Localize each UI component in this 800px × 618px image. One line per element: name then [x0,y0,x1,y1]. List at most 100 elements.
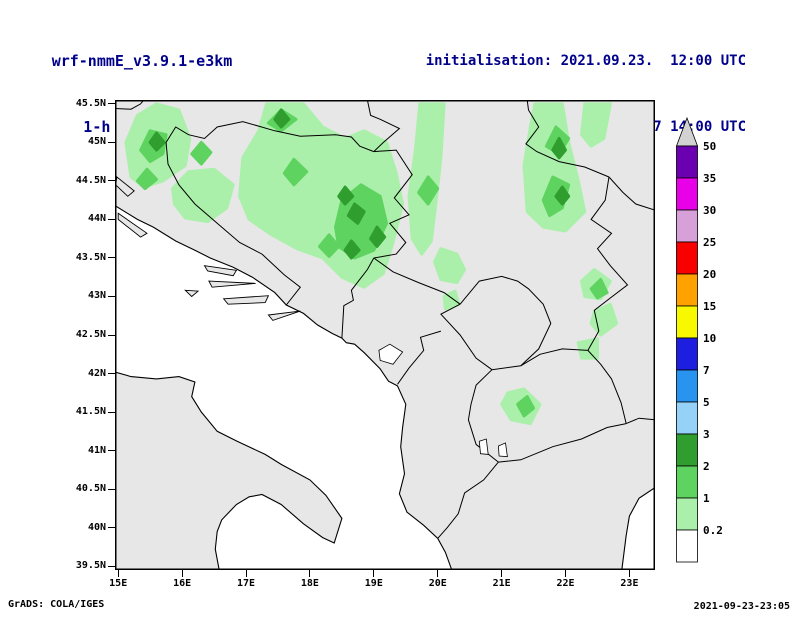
colorbar-label: 15 [703,300,716,313]
colorbar-over-triangle [675,116,699,147]
colorbar-cell [676,305,698,339]
colorbar-label: 50 [703,140,716,153]
colorbar-label: 1 [703,492,710,505]
precip-light-area [433,247,467,285]
country-border [440,275,552,371]
lat-tick-mark [108,257,115,259]
init-time-label: initialisation: 2021.09.23. 12:00 UTC [425,53,746,69]
country-border [525,100,610,178]
country-border [520,348,588,367]
lon-tick-label: 20E [428,578,447,589]
island [222,295,270,305]
country-border [498,423,627,463]
precip-dark-area [369,225,387,248]
country-border [165,121,374,306]
lat-tick-mark [108,527,115,529]
colorbar-label: 35 [703,172,716,185]
lat-tick-label: 42.5N [75,329,106,340]
sea-area [115,205,452,570]
lat-tick-label: 44.5N [75,174,106,186]
lon-tick-label: 18E [300,578,319,589]
map-canvas [115,100,655,570]
lat-tick-mark [108,334,115,336]
colorbar-cell [676,273,698,307]
lake [478,438,489,455]
lat-tick-mark [108,411,115,413]
sea-area [621,487,655,570]
lat-tick-label: 41N [87,444,106,456]
lon-tick-mark [501,570,503,577]
lat-tick-label: 43.5N [75,251,106,263]
island [203,265,238,277]
colorbar-label: 25 [703,236,716,249]
country-border [366,100,401,152]
lat-tick-label: 42N [87,367,106,379]
lon-tick-label: 16E [173,578,192,589]
lon-tick-label: 22E [556,578,575,589]
precip-dark-area [148,131,166,152]
country-border [373,149,413,259]
precip-dark-area [343,239,361,260]
colorbar-cell [676,401,698,435]
country-border [115,100,145,110]
lon-tick-mark [309,570,311,577]
precip-dark-area [337,185,355,206]
grads-credit: GrADS: COLA/IGES [8,599,105,610]
map-frame-border [115,100,655,570]
lake [378,343,404,365]
country-border [341,257,375,339]
coastline [621,487,655,570]
country-border [373,257,461,305]
precip-light-area [576,337,599,360]
lon-tick-mark [181,570,183,577]
colorbar-label: 10 [703,332,716,345]
lon-tick-label: 23E [620,578,639,589]
colorbar-cell [676,145,698,179]
precip-dark-area [346,202,366,225]
lon-tick-mark [373,570,375,577]
lon-tick-label: 21E [492,578,511,589]
lon-tick-label: 19E [364,578,383,589]
lat-tick-mark [108,141,115,143]
lat-tick-label: 40.5N [75,483,106,495]
lon-tick-mark [628,570,630,577]
precip-medium-area [318,233,341,258]
precip-medium-area [282,157,309,187]
lon-tick-label: 15E [109,578,128,589]
precip-medium-area [589,278,609,300]
colorbar-label: 30 [703,204,716,217]
lat-tick-mark [108,373,115,375]
colorbar-label: 3 [703,428,710,441]
precip-medium-area [516,395,536,418]
colorbar-label: 0.2 [703,524,723,537]
precip-medium-area [135,167,158,191]
colorbar-cell [676,209,698,243]
colorbar-label: 5 [703,396,710,409]
country-border [397,330,442,385]
precip-medium-area [417,175,440,206]
country-border [587,176,629,351]
lat-tick-mark [108,450,115,452]
coastline [115,205,453,570]
lat-tick-label: 39.5N [75,560,106,572]
lon-tick-label: 17E [236,578,256,589]
colorbar-label: 20 [703,268,716,281]
island [117,212,148,238]
colorbar-cell [676,433,698,467]
lat-tick-mark [108,488,115,490]
lat-tick-mark [108,180,115,182]
coastline [115,371,343,570]
colorbar-label: 2 [703,460,710,473]
precip-light-area [522,102,587,233]
colorbar-cell [676,337,698,371]
creation-timestamp: 2021-09-23-23:05 [693,601,790,612]
precip-light-area [171,167,235,224]
colorbar-scale: 50 35 30 25 20 15 10 7 5 3 2 1 0.2 [675,116,723,563]
colorbar: 50 35 30 25 20 15 10 7 5 3 2 1 0.2 [675,116,740,568]
colorbar-cell [676,465,698,499]
precipitation-map [115,100,655,570]
country-border [608,176,655,211]
precip-dark-area [273,108,291,129]
precip-medium-area [190,140,213,166]
country-border [626,417,655,425]
